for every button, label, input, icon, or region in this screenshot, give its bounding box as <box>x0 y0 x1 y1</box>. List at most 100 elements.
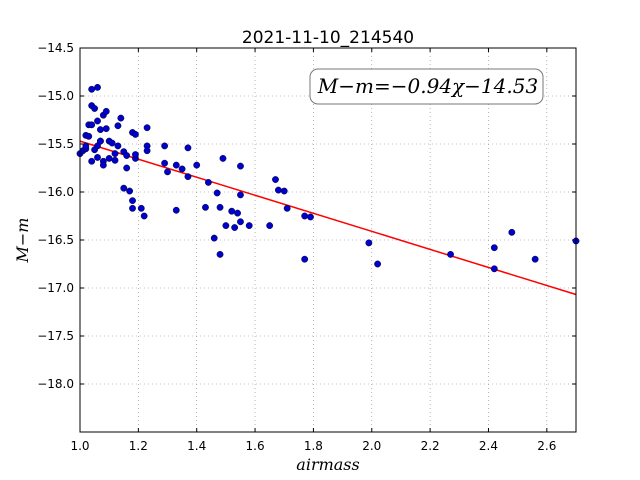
y-tick-label: −15.0 <box>37 89 74 103</box>
equation-box: M−m=−0.94χ−14.53 <box>309 68 544 105</box>
data-point <box>531 255 539 263</box>
data-point <box>216 250 224 258</box>
data-point <box>219 154 227 162</box>
data-point <box>132 130 139 138</box>
y-tick-label: −15.5 <box>37 137 74 151</box>
y-tick-label: −17.0 <box>37 281 74 295</box>
data-point <box>172 161 180 169</box>
fit-line <box>79 140 577 296</box>
fit-equation: M−m=−0.94χ−14.53 <box>317 74 538 98</box>
y-axis-label: M−m <box>13 218 32 264</box>
data-point <box>97 126 104 134</box>
data-point <box>91 105 98 112</box>
data-point <box>88 157 96 165</box>
data-point <box>490 265 498 273</box>
data-point <box>234 209 241 217</box>
y-tick-label: −16.5 <box>37 233 74 247</box>
data-point <box>102 107 110 115</box>
data-point <box>88 121 96 129</box>
data-point <box>105 154 113 162</box>
data-point <box>222 222 230 230</box>
data-point <box>114 122 122 130</box>
data-point <box>88 85 96 93</box>
data-point <box>274 186 282 194</box>
data-point <box>202 203 209 211</box>
data-point <box>210 234 218 242</box>
data-point <box>508 228 516 236</box>
data-point <box>161 159 169 167</box>
data-point <box>140 212 148 220</box>
data-point <box>301 212 309 220</box>
data-point <box>126 187 134 195</box>
data-point <box>178 165 186 173</box>
x-tick-label: 2.6 <box>537 439 556 453</box>
data-point <box>237 218 244 226</box>
data-point <box>184 173 192 181</box>
data-point <box>301 255 309 263</box>
data-point <box>280 187 288 195</box>
x-tick-label: 1.0 <box>70 439 89 453</box>
data-point <box>245 222 253 230</box>
x-tick-label: 1.2 <box>129 439 148 453</box>
data-point <box>172 206 180 214</box>
data-point <box>120 184 128 192</box>
data-point <box>283 204 291 212</box>
data-point <box>307 213 314 221</box>
data-point <box>132 151 139 158</box>
data-point <box>94 83 101 91</box>
data-point <box>129 204 136 212</box>
data-point <box>213 189 221 197</box>
fit-line-group <box>79 140 577 296</box>
data-point <box>164 168 171 176</box>
data-point <box>82 142 90 150</box>
axis-ticks: 1.0 1.2 1.4 1.6 1.8 2.0 2.2 2.4 2.6 −14.5 −15.0 −15… <box>37 41 576 453</box>
data-point <box>374 260 381 268</box>
data-point <box>184 144 192 152</box>
data-point <box>117 114 125 122</box>
data-point <box>365 239 373 247</box>
data-point <box>94 117 101 125</box>
chart-title: 2021-11-10_214540 <box>242 28 414 48</box>
x-tick-label: 1.4 <box>187 439 206 453</box>
data-point <box>123 152 131 159</box>
data-point <box>111 156 119 164</box>
data-point <box>137 204 145 212</box>
data-point <box>111 150 119 158</box>
x-tick-label: 1.8 <box>304 439 323 453</box>
data-point <box>143 147 151 155</box>
x-tick-label: 2.4 <box>479 439 498 453</box>
data-point <box>228 207 236 215</box>
y-tick-label: −17.5 <box>37 329 74 343</box>
y-tick-label: −14.5 <box>37 41 74 55</box>
equation-box-frame <box>309 68 544 105</box>
x-tick-label: 2.0 <box>362 439 381 453</box>
data-point <box>123 164 131 172</box>
data-point <box>108 139 116 147</box>
data-point <box>490 244 498 252</box>
x-tick-label: 1.6 <box>246 439 265 453</box>
data-point <box>97 137 104 145</box>
grid <box>79 47 576 432</box>
data-point <box>237 162 244 170</box>
data-point <box>99 161 107 169</box>
data-point <box>129 197 136 205</box>
data-point <box>231 224 239 231</box>
x-axis-label: airmass <box>296 455 359 474</box>
data-point <box>94 154 101 161</box>
data-point <box>216 203 224 211</box>
data-point <box>85 132 93 140</box>
data-point <box>114 142 122 150</box>
data-point <box>237 191 244 199</box>
data-point <box>272 176 279 183</box>
data-point <box>143 124 151 132</box>
data-point <box>204 178 212 186</box>
data-point <box>447 250 454 258</box>
data-point <box>266 222 274 230</box>
data-points <box>76 83 580 273</box>
data-point <box>102 125 110 133</box>
plot-frame <box>79 47 577 433</box>
data-point <box>193 161 201 169</box>
data-point <box>161 142 169 150</box>
x-tick-label: 2.2 <box>421 439 440 453</box>
